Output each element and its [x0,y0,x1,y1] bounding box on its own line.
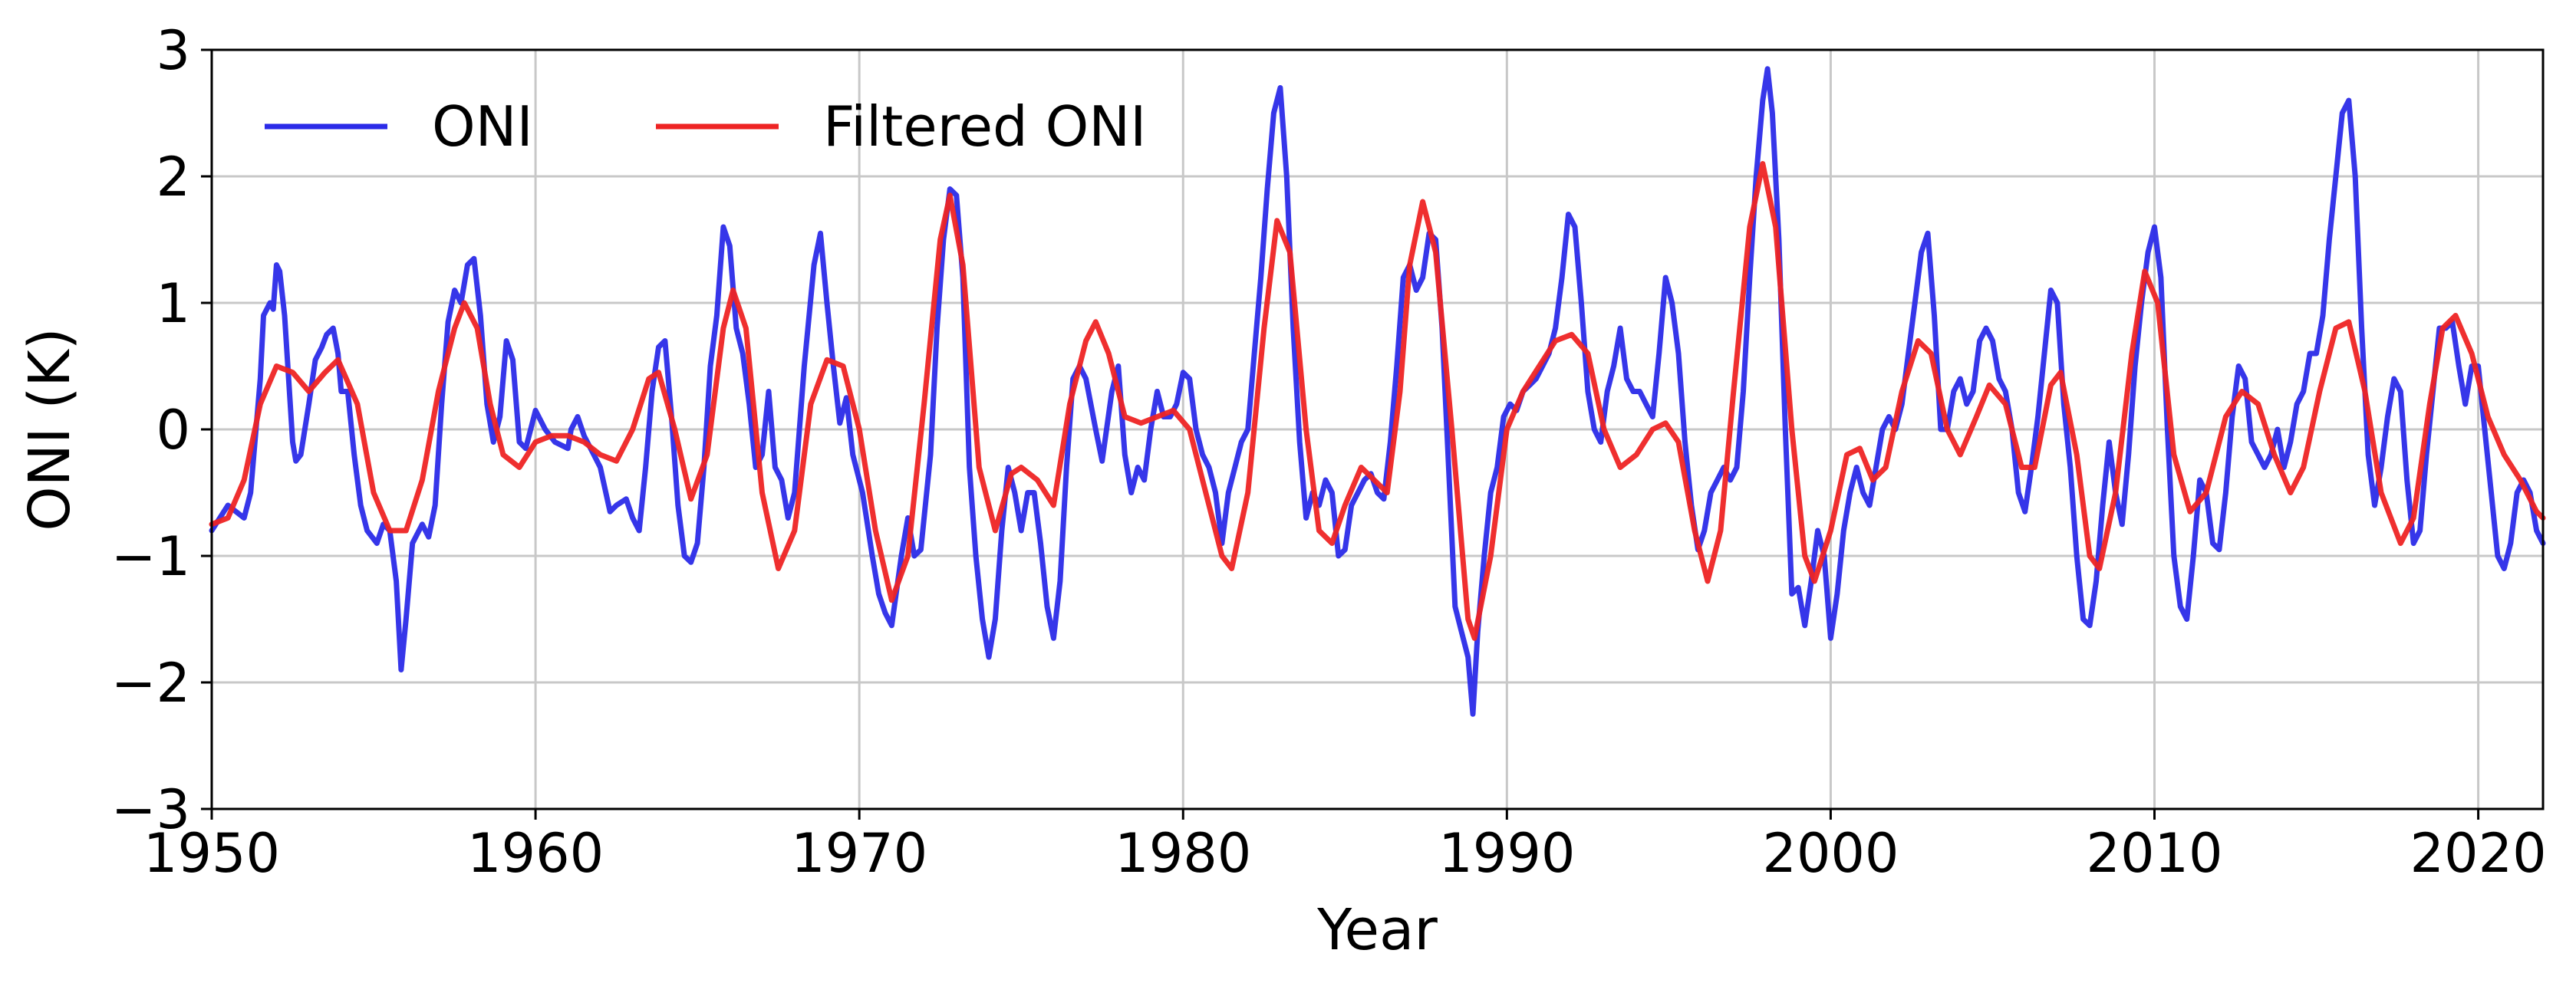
y-tick-label: −2 [111,652,190,715]
y-tick-label: 1 [156,272,190,335]
y-tick-label: 3 [156,19,190,82]
y-tick-label: 0 [156,399,190,462]
y-tick-label: 2 [156,146,190,209]
legend: ONI Filtered ONI [265,94,1146,159]
x-tick-label: 1950 [143,822,280,885]
x-tick-label: 1960 [467,822,604,885]
x-tick-label: 1970 [791,822,927,885]
y-axis-title: ONI (K) [17,327,83,531]
axis-ticks: 1950 1960 1970 1980 1990 2000 2010 2020 −3 −2 −1 0 1… [111,19,2547,885]
x-tick-label: 2020 [2410,822,2547,885]
oni-series-line [209,66,2546,717]
x-axis-title: Year [1316,897,1438,963]
x-tick-label: 1980 [1115,822,1251,885]
series-layer [209,66,2546,717]
x-tick-label: 2010 [2086,822,2222,885]
y-tick-label: −3 [111,778,190,841]
x-tick-label: 1990 [1438,822,1575,885]
x-tick-label: 2000 [1762,822,1899,885]
legend-label-oni: ONI [432,94,533,159]
filtered-oni-series-line [209,161,2546,641]
legend-label-filtered-oni: Filtered ONI [823,94,1146,159]
y-tick-label: −1 [111,525,190,588]
